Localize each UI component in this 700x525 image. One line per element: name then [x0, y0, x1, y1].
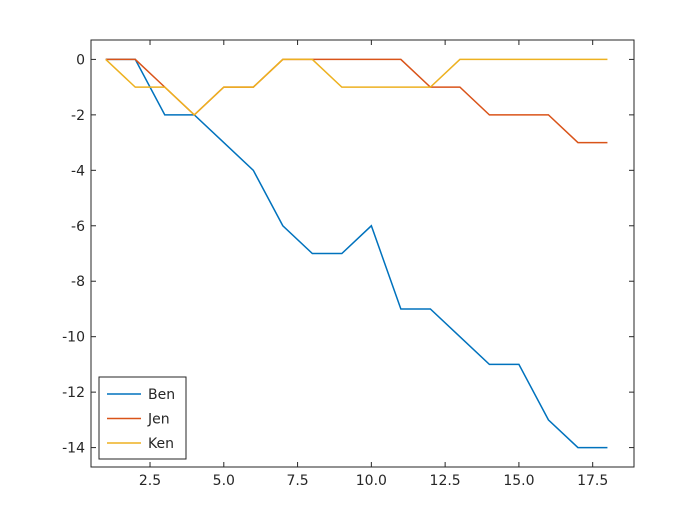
y-tick-label: -10	[62, 330, 85, 346]
x-tick-label: 5.0	[213, 473, 235, 489]
y-tick-label: -2	[71, 108, 85, 124]
legend-label-ken: Ken	[148, 436, 174, 452]
x-tick-label: 2.5	[139, 473, 161, 489]
legend: Ben Jen Ken	[98, 376, 187, 460]
y-tick-label: -6	[71, 219, 85, 235]
series-layer	[105, 58, 608, 449]
legend-label-ben: Ben	[148, 387, 175, 403]
y-tick-label: -14	[62, 441, 85, 457]
y-tick-label: -4	[71, 163, 85, 179]
y-tick-label: -12	[62, 385, 85, 401]
axes-frame	[90, 39, 635, 468]
y-tick-label: 0	[76, 52, 85, 68]
legend-label-jen: Jen	[147, 412, 170, 428]
x-tick-label: 12.5	[430, 473, 461, 489]
x-tick-label: 7.5	[286, 473, 308, 489]
x-tick-label: 15.0	[503, 473, 534, 489]
axes: 2.5 5.0 7.5 10.0 12.5 15.0 17.5 0 -2 -4 -6 -8 -10 -12…	[62, 39, 635, 489]
x-tick-label: 17.5	[577, 473, 608, 489]
series-line-ken	[105, 58, 608, 116]
x-tick-label: 10.0	[356, 473, 387, 489]
y-tick-label: -8	[71, 274, 85, 290]
series-line-ben	[105, 58, 608, 449]
